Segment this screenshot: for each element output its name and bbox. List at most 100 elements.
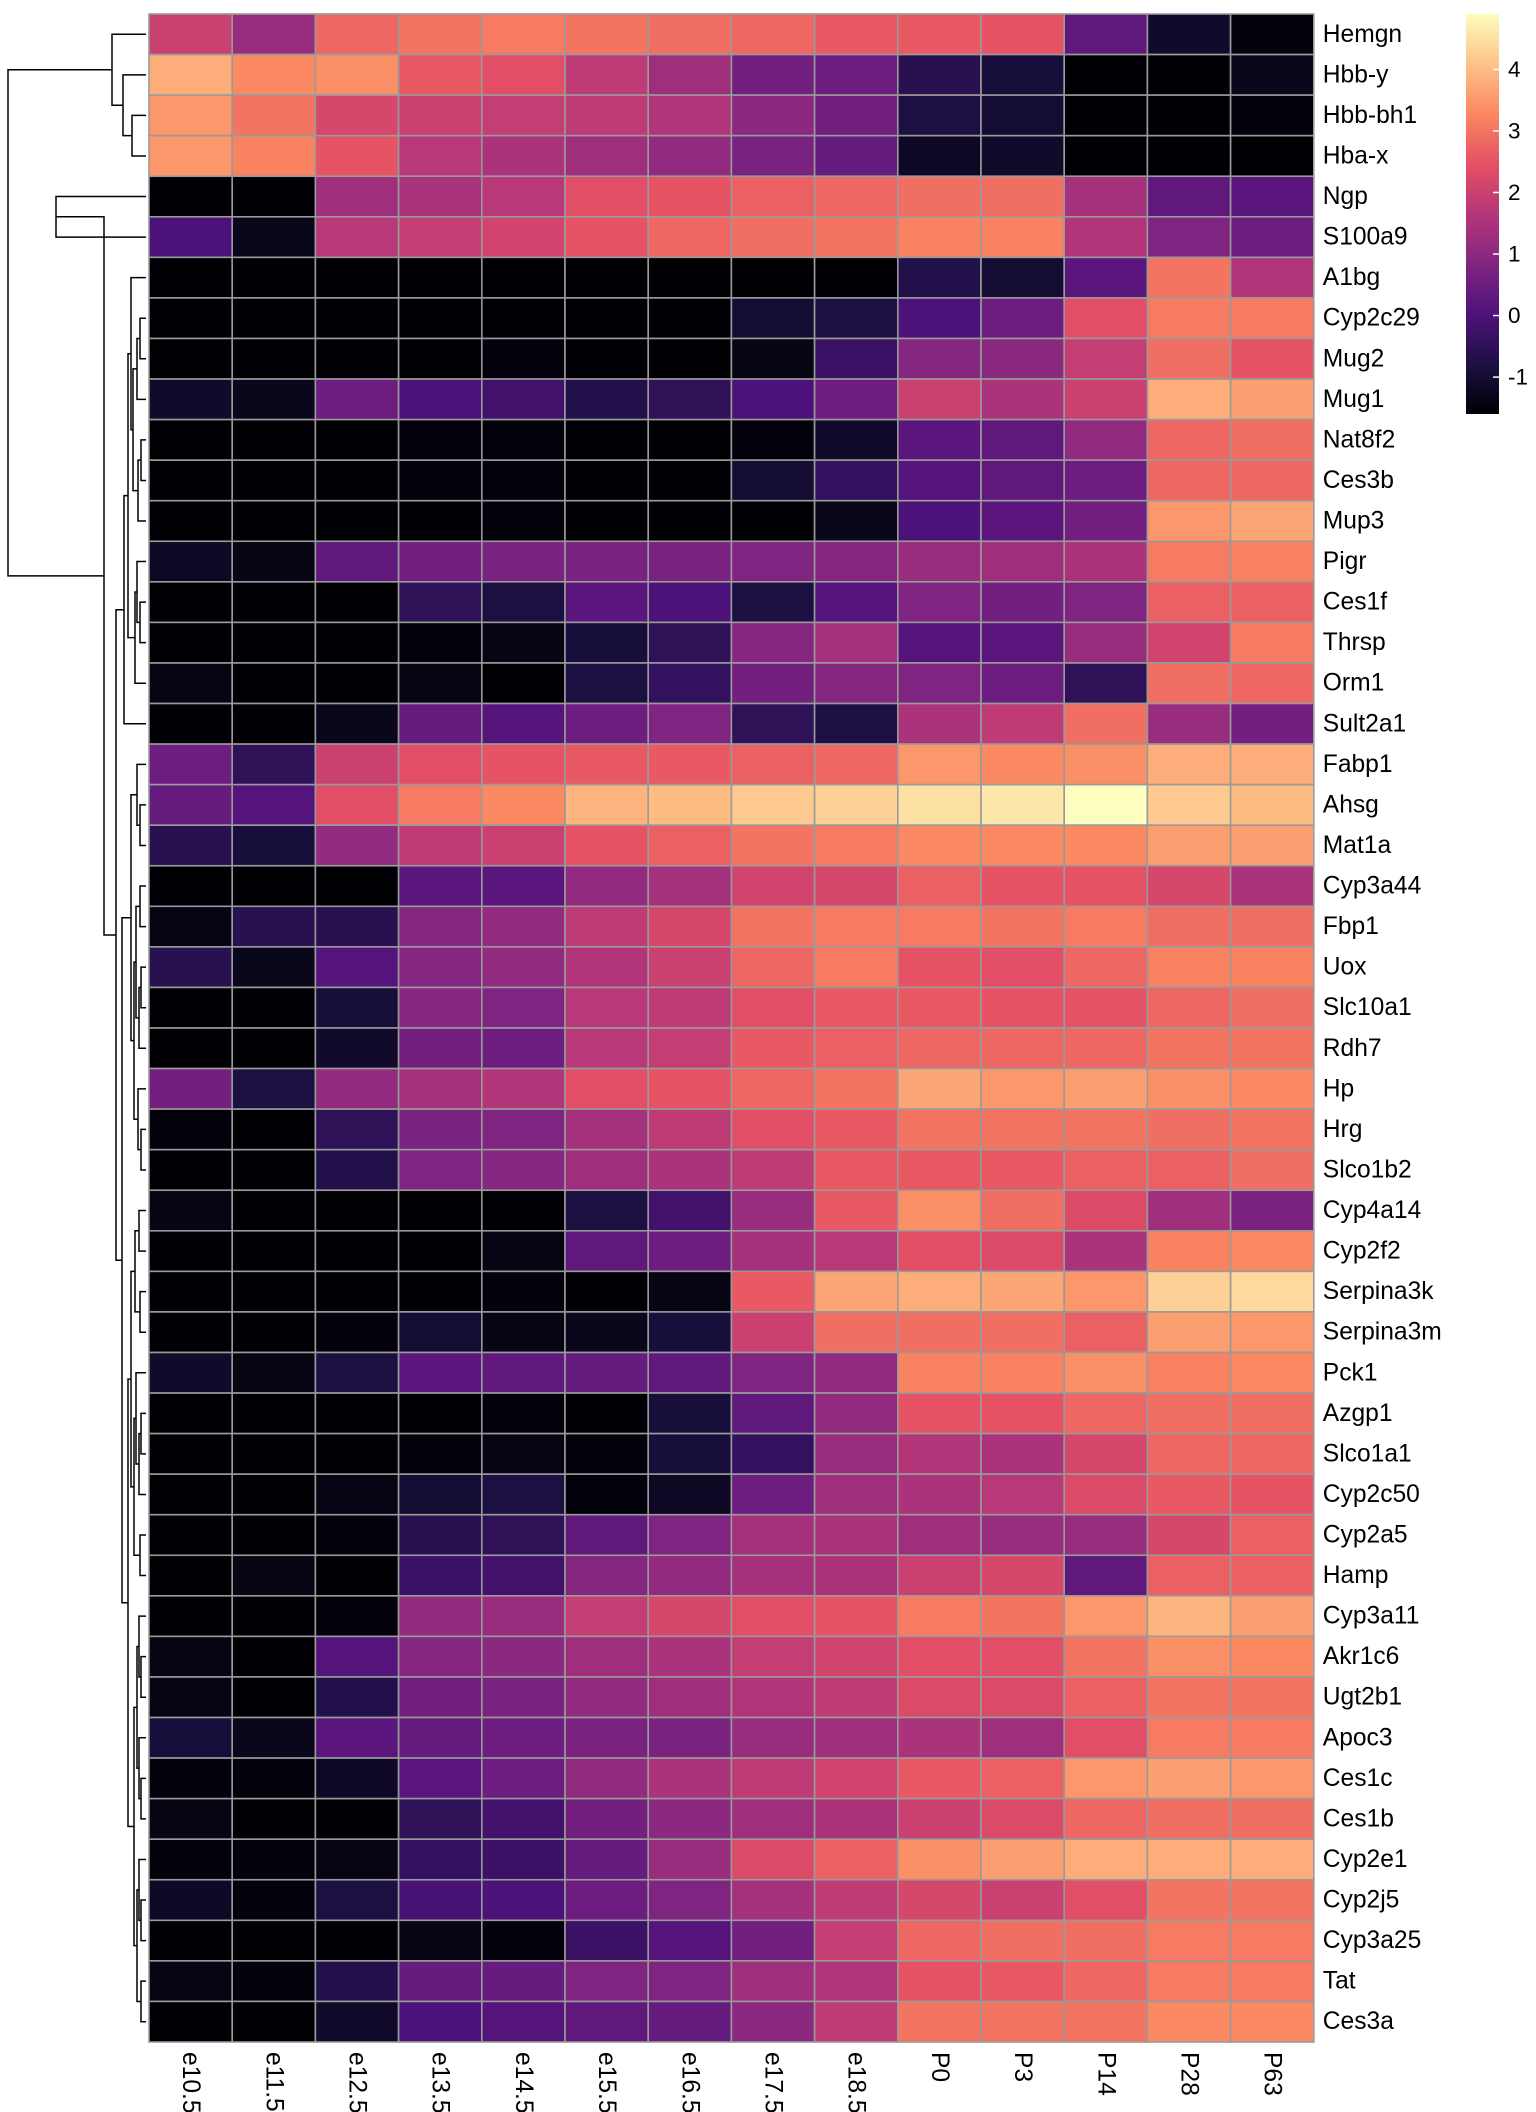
heatmap-cell: [1146, 418, 1232, 461]
heatmap-cell: [813, 1635, 899, 1678]
heatmap-cell: [231, 581, 317, 624]
heatmap-cell: [480, 702, 566, 745]
heatmap-cell: [813, 1919, 899, 1962]
heatmap-cell: [1063, 702, 1149, 745]
heatmap-cell: [564, 1919, 649, 1962]
heatmap-cell: [813, 94, 899, 137]
heatmap-cell: [148, 1270, 233, 1313]
column-label: P3: [1009, 2052, 1036, 2082]
row-label: Uox: [1323, 954, 1367, 981]
heatmap-cell: [1229, 905, 1315, 948]
heatmap-cell: [314, 1838, 400, 1881]
heatmap-cell: [896, 1554, 982, 1597]
heatmap-cell: [1063, 1473, 1149, 1516]
heatmap-cell: [730, 1230, 816, 1273]
heatmap-cell: [1063, 1878, 1149, 1922]
heatmap-cell: [397, 621, 483, 664]
heatmap-cell: [564, 13, 649, 56]
heatmap-cell: [397, 1878, 483, 1922]
heatmap-cell: [564, 418, 649, 461]
heatmap-cell: [314, 297, 400, 340]
heatmap-cell: [1063, 1838, 1149, 1881]
heatmap-cell: [397, 986, 483, 1029]
heatmap-cell: [896, 13, 982, 56]
heatmap-cell: [813, 1230, 899, 1273]
heatmap-cell: [397, 499, 483, 543]
heatmap-cell: [647, 378, 733, 421]
heatmap-cell: [896, 1635, 982, 1678]
heatmap-cell: [896, 824, 982, 867]
heatmap-cell: [813, 1595, 899, 1638]
heatmap-cell: [730, 743, 816, 786]
heatmap-cell: [1063, 946, 1149, 989]
heatmap-cell: [397, 702, 483, 745]
heatmap-cell: [148, 1189, 233, 1232]
heatmap-cell: [896, 418, 982, 461]
heatmap-cell: [564, 1960, 649, 2003]
heatmap-cell: [231, 297, 317, 340]
heatmap-cell: [231, 1757, 317, 1800]
heatmap-cell: [314, 1878, 400, 1922]
heatmap-cell: [480, 1797, 566, 1841]
heatmap-cell: [231, 1351, 317, 1394]
heatmap-cell: [1146, 1270, 1232, 1313]
heatmap-cell: [1063, 986, 1149, 1029]
heatmap-cell: [480, 2000, 566, 2043]
heatmap-cell: [1146, 986, 1232, 1029]
heatmap-cell: [730, 256, 816, 299]
heatmap-cell: [896, 1878, 982, 1922]
heatmap-cell: [647, 216, 733, 259]
heatmap-cell: [231, 175, 317, 218]
heatmap-cell: [730, 1919, 816, 1962]
heatmap-cell: [1229, 1757, 1315, 1800]
row-label: Ces3a: [1323, 2008, 1394, 2035]
heatmap-cell: [647, 337, 733, 380]
heatmap-cell: [480, 1189, 566, 1232]
heatmap-cell: [148, 1067, 233, 1110]
heatmap-cell: [314, 621, 400, 664]
column-label: e11.5: [260, 2052, 287, 2112]
heatmap-cell: [896, 662, 982, 705]
heatmap-cell: [980, 13, 1065, 56]
heatmap-cell: [564, 1757, 649, 1800]
heatmap-cell: [1229, 1797, 1315, 1841]
heatmap-cell: [1063, 1270, 1149, 1313]
legend-color-bar: [1466, 14, 1499, 414]
heatmap-cell: [231, 459, 317, 502]
heatmap-cell: [896, 1067, 982, 1110]
heatmap-cell: [314, 1067, 400, 1110]
heatmap-cell: [980, 1878, 1065, 1922]
heatmap-cell: [480, 986, 566, 1029]
heatmap-cell: [480, 1027, 566, 1070]
row-label: Hrg: [1323, 1116, 1363, 1143]
heatmap-cell: [1229, 581, 1315, 624]
heatmap-cell: [148, 256, 233, 299]
heatmap-cell: [813, 1067, 899, 1110]
heatmap-cell: [1229, 1270, 1315, 1313]
heatmap-cell: [730, 1270, 816, 1313]
heatmap-cell: [231, 1108, 317, 1151]
heatmap-cell: [397, 1392, 483, 1435]
heatmap-cell: [1229, 256, 1315, 299]
dendrogram-branch: [136, 560, 146, 624]
heatmap-cell: [813, 1960, 899, 2003]
heatmap-cell: [980, 1392, 1065, 1435]
heatmap-cell: [730, 1595, 816, 1638]
heatmap-cell: [480, 1473, 566, 1516]
heatmap-cell: [1063, 2000, 1149, 2043]
heatmap-cell: [730, 134, 816, 178]
heatmap-cell: [1146, 581, 1232, 624]
heatmap-cell: [1229, 1351, 1315, 1394]
heatmap-cell: [980, 783, 1065, 827]
heatmap-cell: [480, 378, 566, 421]
heatmap-cell: [730, 621, 816, 664]
heatmap-cell: [730, 581, 816, 624]
dendrogram-branch: [139, 1534, 146, 1577]
heatmap-cell: [480, 1960, 566, 2003]
heatmap-cell: [647, 1797, 733, 1841]
heatmap-cell: [896, 1270, 982, 1313]
heatmap-cell: [564, 946, 649, 989]
column-label: e10.5: [177, 2052, 204, 2112]
heatmap-cell: [148, 581, 233, 624]
dendrogram-branch: [138, 1615, 146, 1678]
